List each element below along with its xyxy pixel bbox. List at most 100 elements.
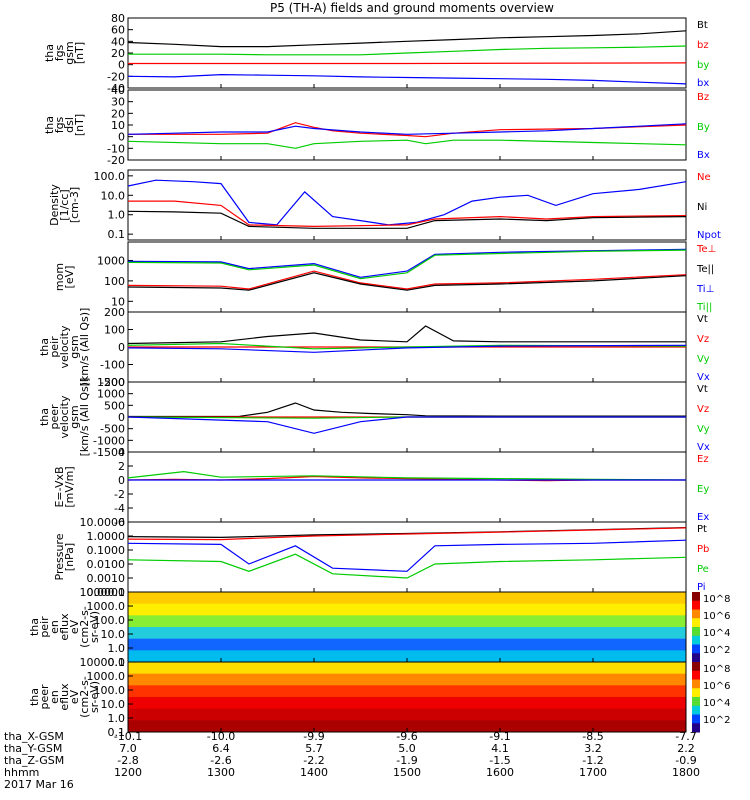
colorbar-swatch: [692, 688, 700, 698]
spectrogram-band: [128, 708, 686, 721]
x-row-label: tha_Y-GSM: [4, 742, 62, 755]
colorbar-tick: 10^6: [703, 611, 730, 622]
x-tick-label: -1.5: [489, 754, 510, 767]
y-tick-label: 100.0: [94, 170, 126, 183]
x-tick-label: 4.1: [491, 742, 509, 755]
y-tick-label: 100: [104, 324, 125, 337]
x-tick-label: 1500: [393, 766, 421, 779]
series-line-Ti⊥: [127, 248, 687, 278]
y-axis-label-line: gsm: [63, 41, 76, 64]
x-tick-label: -9.6: [396, 730, 417, 743]
y-tick-label: 1000.0: [87, 600, 126, 613]
y-axis-label-line: tha: [43, 116, 56, 134]
y-tick-label: 0: [118, 341, 125, 354]
panels: 806040200-20-40thafgsgsm[nT]Btbzbybx4030…: [28, 12, 730, 739]
y-tick-label: 100: [104, 275, 125, 288]
date-label: 2017 Mar 16: [4, 778, 74, 791]
figure-title: P5 (TH-A) fields and ground moments over…: [270, 1, 554, 15]
y-tick-label: 10000.0: [80, 586, 126, 599]
x-tick-label: 1800: [672, 766, 700, 779]
x-tick-label: -8.5: [582, 730, 603, 743]
y-axis-label-line: [nT]: [73, 114, 86, 136]
y-tick-label: 0: [118, 474, 125, 487]
y-tick-label: 0.1: [108, 228, 126, 241]
y-tick-label: 0: [118, 59, 125, 72]
y-tick-label: -40: [107, 82, 125, 95]
y-axis-label-line: [mV/m]: [63, 466, 76, 507]
x-tick-label: -10.0: [207, 730, 235, 743]
legend-entry: Te||: [696, 264, 714, 275]
y-tick-label: 10.0: [101, 698, 126, 711]
series-line-Vx: [127, 344, 687, 353]
y-axis-label-line: E=-VxB: [53, 466, 66, 507]
series-line-Pt: [127, 527, 687, 539]
y-tick-label: -20: [107, 70, 125, 83]
series-line-By: [127, 139, 687, 149]
y-axis-label-line: mom: [53, 263, 66, 291]
legend-entry: Pt: [697, 524, 707, 535]
y-axis-label-line: tha: [28, 618, 41, 636]
colorbar-swatch: [692, 697, 700, 707]
panel-temperature: 1000 100 10 mom[eV] Te⊥ Te|| Ti⊥ Ti||: [53, 241, 716, 313]
legend-entry: Vy: [697, 354, 710, 365]
y-axis-label-line: (cm2-s-: [78, 676, 91, 718]
x-tick-label: 7.0: [119, 742, 137, 755]
colorbar-swatch: [692, 592, 700, 602]
colorbar-swatch: [692, 705, 700, 715]
y-tick-label: 0.1000: [87, 544, 126, 557]
x-tick-label: -7.7: [675, 730, 696, 743]
series-line-Pe: [127, 553, 687, 579]
y-tick-label: 10: [111, 295, 125, 308]
y-axis-label-line: tha: [38, 338, 51, 356]
y-tick-label: -500: [100, 423, 125, 436]
x-tick-label: -1.2: [582, 754, 603, 767]
spectrogram-band: [128, 685, 686, 698]
y-tick-label: 60: [111, 24, 125, 37]
legend-entry: By: [697, 122, 710, 133]
y-axis-label-line: sr-eV): [88, 681, 101, 713]
legend-entry: Vy: [697, 424, 710, 435]
panel-frame: [127, 451, 687, 523]
x-tick-label: -2.2: [303, 754, 324, 767]
series-line-bz: [128, 62, 687, 65]
legend-entry: Pi: [697, 582, 706, 593]
x-tick-label: 1300: [207, 766, 235, 779]
series-line-Vt: [127, 325, 686, 345]
colorbar-swatch: [692, 600, 700, 610]
y-axis-label-line: [cm-3]: [68, 187, 81, 223]
y-tick-label: 0.1: [108, 726, 126, 739]
y-axis-label-line: eV: [68, 689, 81, 704]
y-tick-label: -2: [114, 488, 125, 501]
y-axis-label-line: [1/cc]: [58, 189, 71, 220]
y-tick-label: -1500: [93, 446, 125, 459]
y-tick-label: 0.0010: [87, 572, 126, 585]
colorbar-swatch: [692, 670, 700, 680]
y-axis-label: mom[eV]: [53, 263, 76, 291]
colorbar-swatch: [692, 609, 700, 619]
legend-entry: Npot: [697, 230, 721, 241]
y-tick-label: 40: [111, 35, 125, 48]
legend-entry: by: [697, 60, 709, 71]
spectrogram-band: [128, 603, 686, 616]
y-axis-label-line: eflux: [58, 683, 71, 711]
y-axis-label-line: [eV]: [63, 266, 76, 289]
colorbar-swatch: [692, 635, 700, 645]
y-tick-label: 0.0100: [87, 558, 126, 571]
y-axis-label-line: [km/s (All Qs)]: [78, 378, 91, 457]
x-axis-rows: tha_X-GSM -10.1 -10.0 -9.9 -9.6 -9.1 -8.5 -7.7 t…: [4, 84, 700, 791]
y-tick-label: 100.0: [94, 684, 126, 697]
x-tick-label: -9.9: [303, 730, 324, 743]
y-tick-label: 10.0000: [80, 516, 126, 529]
y-tick-label: 1.0: [108, 712, 126, 725]
y-axis-label-line: velocity: [58, 395, 71, 438]
y-axis-label-line: fgs: [53, 116, 66, 133]
legend-entry: Vt: [697, 384, 708, 395]
x-tick-label: 3.2: [584, 742, 602, 755]
series-line-Te⊥: [127, 270, 687, 290]
